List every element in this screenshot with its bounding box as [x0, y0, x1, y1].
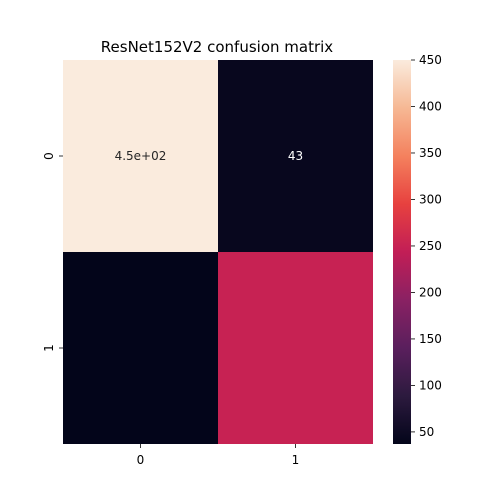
y-axis: 01	[42, 152, 63, 352]
colorbar-tick-label: 50	[419, 425, 434, 439]
cell-annotation-0-0: 4.5e+02	[115, 149, 167, 163]
heatmap-cell-1-0	[63, 252, 218, 444]
colorbar-tick-label: 400	[419, 99, 442, 113]
colorbar-tick-label: 150	[419, 332, 442, 346]
colorbar-axis: 50 100 150 200 250 300 350 400 450	[411, 53, 442, 439]
colorbar-tick-label: 450	[419, 53, 442, 67]
heatmap-cells	[63, 60, 373, 444]
x-tick-label: 0	[137, 453, 145, 467]
heatmap-cell-0-0	[63, 60, 218, 252]
y-tick-label: 1	[42, 344, 56, 352]
colorbar	[393, 60, 411, 444]
colorbar-tick-label: 200	[419, 285, 442, 299]
y-tick-label: 0	[42, 152, 56, 160]
colorbar-tick-label: 250	[419, 239, 442, 253]
heatmap-cell-0-1	[218, 60, 373, 252]
colorbar-tick-label: 100	[419, 378, 442, 392]
x-tick-label: 1	[292, 453, 300, 467]
colorbar-tick-label: 350	[419, 146, 442, 160]
chart-title: ResNet152V2 confusion matrix	[101, 38, 333, 56]
colorbar-tick-label: 300	[419, 192, 442, 206]
cell-annotation-0-1: 43	[288, 149, 303, 163]
heatmap-annotations: 4.5e+02 43	[115, 149, 304, 163]
heatmap-cell-1-1	[218, 252, 373, 444]
